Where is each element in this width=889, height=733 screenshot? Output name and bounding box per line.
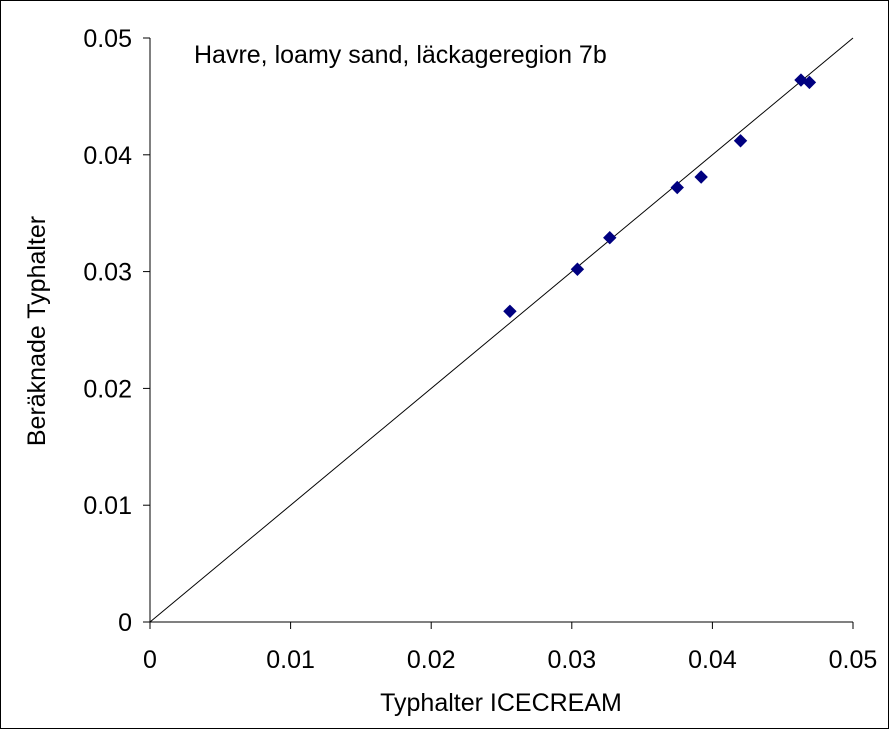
x-axis-title: Typhalter ICECREAM (380, 689, 622, 717)
x-tick-label: 0.03 (547, 646, 596, 674)
axes (149, 38, 853, 623)
data-point (503, 304, 517, 319)
chart-title: Havre, loamy sand, läckageregion 7b (194, 41, 607, 69)
y-tick-label: 0.04 (83, 142, 132, 170)
y-tick-label: 0.03 (83, 259, 132, 287)
x-tick-label: 0.02 (407, 646, 456, 674)
data-points (503, 73, 817, 319)
data-point (802, 75, 817, 90)
reference-line-group (149, 37, 854, 623)
y-tick-label: 0.05 (83, 25, 132, 53)
data-point (570, 262, 585, 276)
y-tick-label: 0 (118, 609, 132, 637)
data-point (603, 231, 617, 245)
data-point (670, 180, 684, 195)
x-tick-label: 0.04 (688, 646, 737, 674)
x-tick-label: 0.05 (829, 646, 878, 674)
y-ticks: 0 0.01 0.02 0.03 0.04 0.05 (83, 25, 150, 637)
data-point (733, 134, 748, 148)
y-axis-title: Beräknade Typhalter (23, 216, 51, 446)
reference-line (149, 37, 854, 623)
data-point (694, 170, 708, 184)
y-tick-label: 0.01 (83, 492, 132, 520)
x-tick-label: 0 (143, 646, 157, 674)
y-tick-label: 0.02 (83, 375, 132, 403)
x-ticks: 0 0.01 0.02 0.03 0.04 0.05 (143, 622, 877, 674)
x-tick-label: 0.01 (266, 646, 315, 674)
